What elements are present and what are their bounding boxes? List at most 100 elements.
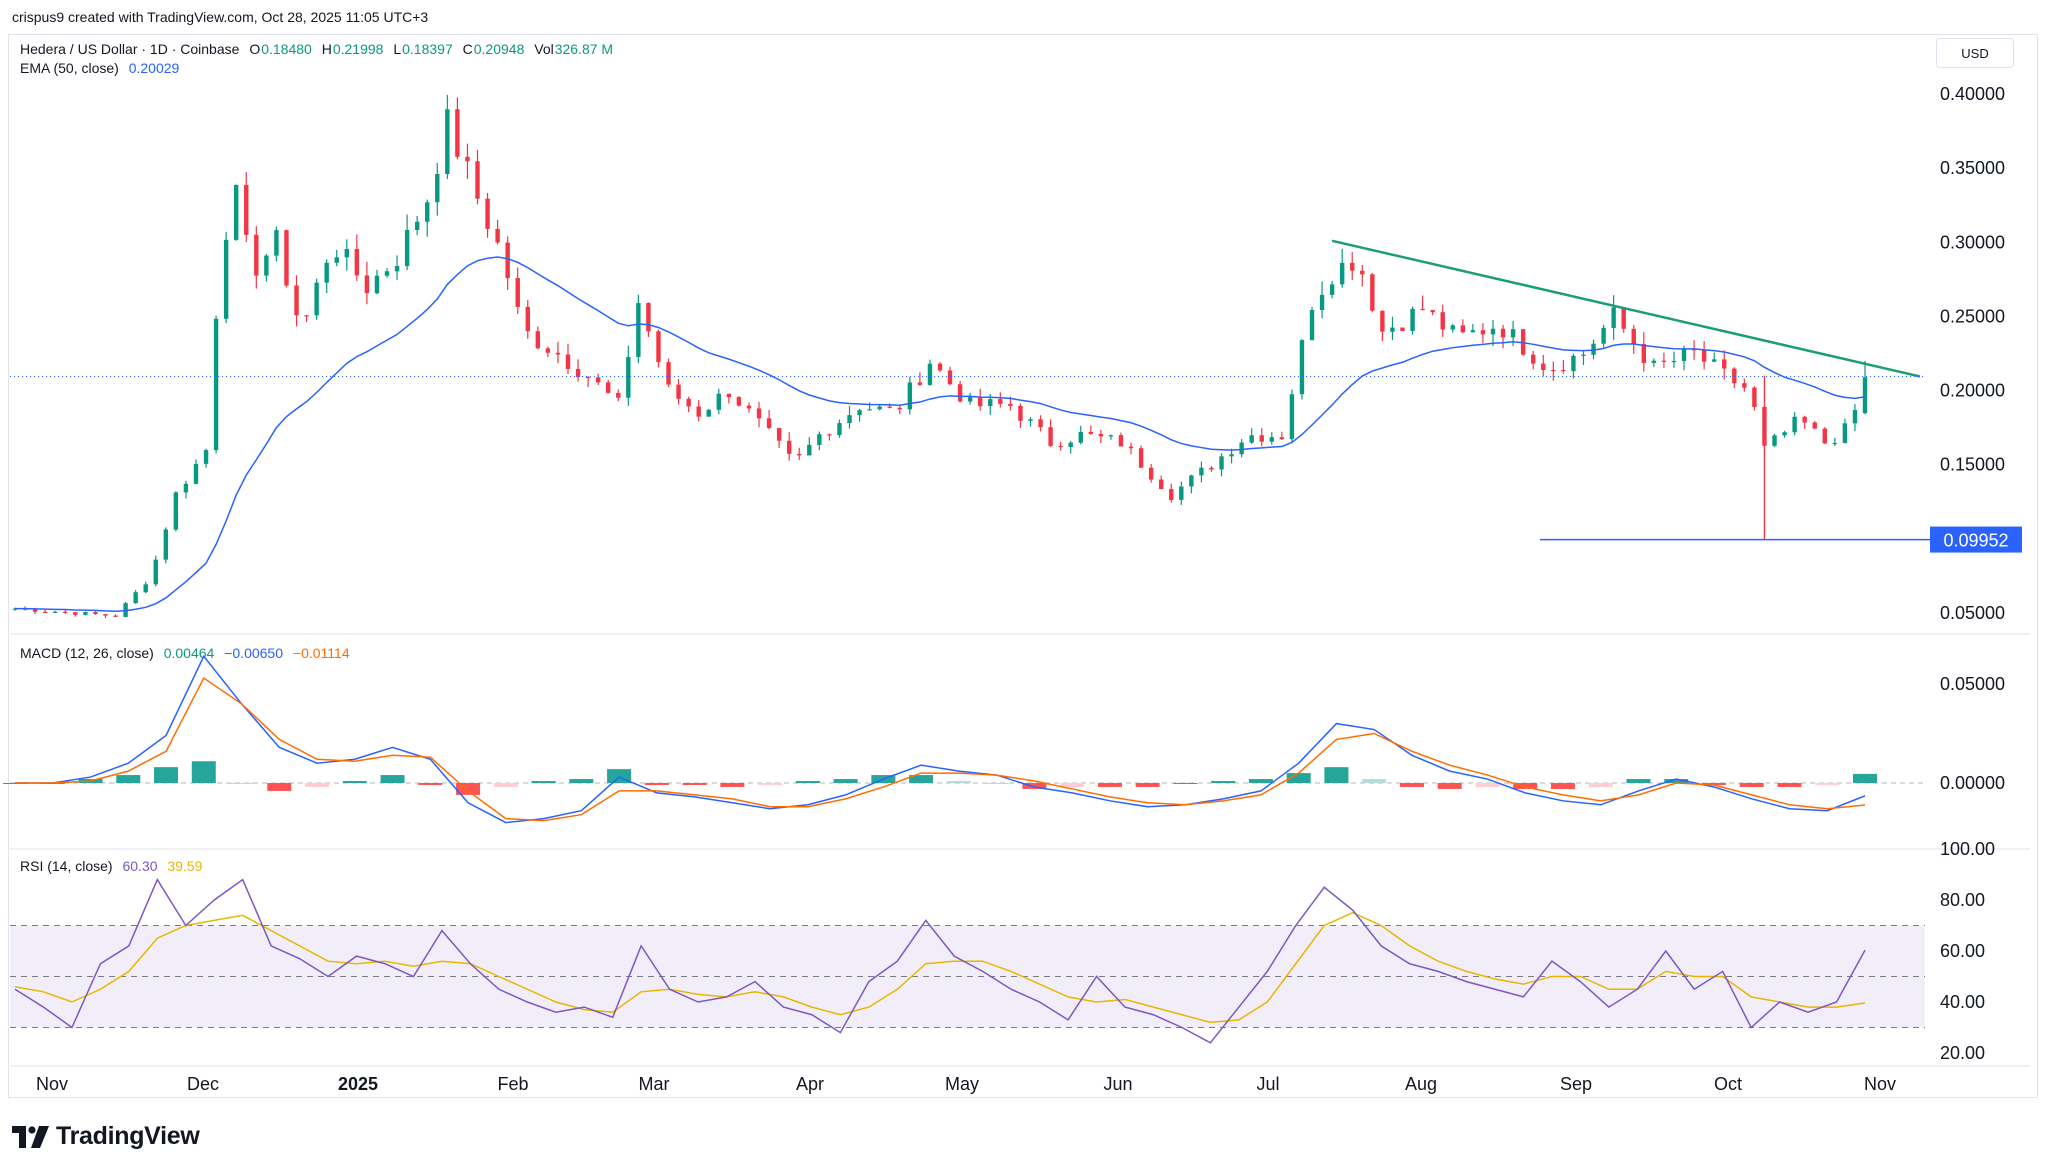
rsi-tick-label: 60.00: [1940, 941, 1985, 961]
candle-body: [1189, 475, 1194, 487]
close-value: 0.20948: [473, 41, 525, 57]
macd-hist-bar: [1248, 779, 1273, 783]
candle-body: [1742, 383, 1747, 388]
macd-label: MACD (12, 26, close): [20, 645, 154, 661]
candle-body: [998, 399, 1003, 404]
macd-hist-bar: [644, 783, 669, 785]
macd-hist-bar: [946, 781, 971, 783]
candle-body: [1531, 354, 1536, 364]
ema-value: 0.20029: [128, 60, 180, 76]
candle-body: [857, 410, 862, 416]
candle-body: [1108, 435, 1114, 437]
open-label: O: [249, 41, 261, 57]
candle-body: [304, 315, 309, 317]
candle-body: [1299, 340, 1305, 395]
candle-body: [756, 408, 762, 419]
macd-legend[interactable]: MACD (12, 26, close) 0.00464 −0.00650 −0…: [20, 645, 356, 661]
candle-body: [314, 282, 319, 316]
candle-body: [616, 392, 621, 398]
macd-hist-bar: [1701, 783, 1726, 785]
candle-body: [354, 248, 360, 276]
price-tick-label: 0.40000: [1940, 84, 2005, 104]
macd-hist-bar: [795, 781, 820, 783]
candle-body: [1339, 262, 1345, 285]
macd-hist-bar: [342, 781, 367, 783]
time-axis-label: Sep: [1560, 1074, 1592, 1094]
candle-body: [1480, 330, 1486, 335]
candle-body: [1621, 307, 1626, 329]
candle-body: [1058, 445, 1063, 448]
candle-body: [606, 382, 611, 393]
candle-body: [1812, 422, 1817, 429]
candle-body: [1520, 329, 1526, 355]
candle-body: [1862, 377, 1868, 414]
candle-body: [1350, 262, 1355, 271]
macd-hist-bar: [833, 779, 858, 783]
candle-body: [827, 434, 832, 436]
candle-body: [636, 303, 641, 358]
candle-body: [83, 612, 88, 615]
candle-body: [1822, 428, 1827, 444]
candle-body: [797, 453, 802, 456]
low-value: 0.18397: [402, 41, 453, 57]
ema-legend[interactable]: EMA (50, close) 0.20029: [20, 60, 185, 76]
macd-hist-bar: [1626, 779, 1651, 783]
candle-body: [676, 384, 681, 399]
macd-hist-bar: [531, 781, 556, 783]
candle-body: [978, 397, 983, 407]
rsi-legend[interactable]: RSI (14, close) 60.30 39.59: [20, 858, 208, 874]
candle-body: [817, 434, 822, 445]
macd-hist-bar: [1022, 783, 1047, 789]
candle-body: [1852, 409, 1858, 424]
candle-body: [746, 405, 752, 409]
candle-body: [1571, 355, 1576, 372]
candle-body: [1088, 431, 1094, 434]
time-axis-label: Apr: [796, 1074, 824, 1094]
candle-body: [455, 109, 460, 157]
candle-body: [1249, 435, 1254, 443]
candle-body: [1138, 448, 1144, 468]
candle-body: [1169, 489, 1174, 500]
candle-body: [1410, 308, 1415, 331]
candle-body: [1259, 435, 1264, 442]
candle-body: [1671, 360, 1677, 363]
time-axis-label: Feb: [497, 1074, 528, 1094]
currency-button[interactable]: USD: [1936, 38, 2014, 68]
candle-body: [1219, 456, 1224, 470]
candle-body: [1701, 349, 1707, 362]
candle-body: [53, 611, 58, 613]
candle-body: [515, 278, 520, 307]
support-level-label: 0.09952: [1943, 531, 2008, 551]
candle-body: [1551, 369, 1556, 372]
candle-body: [1118, 435, 1124, 447]
candle-body: [706, 409, 711, 417]
candle-body: [1691, 349, 1697, 351]
macd-hist-bar: [1135, 783, 1160, 787]
candle-body: [1008, 403, 1013, 406]
macd-hist-bar: [191, 761, 216, 783]
high-value: 0.21998: [332, 41, 384, 57]
time-axis-label: Aug: [1405, 1074, 1437, 1094]
price-legend[interactable]: Hedera / US Dollar · 1D · Coinbase O0.18…: [20, 41, 619, 57]
candle-body: [1390, 327, 1395, 332]
candle-body: [957, 384, 963, 402]
candle-body: [445, 109, 450, 175]
time-axis-label: Nov: [1864, 1074, 1896, 1094]
candle-body: [1651, 360, 1657, 363]
macd-hist-bar: [1815, 783, 1840, 785]
rsi-value: 60.30: [122, 858, 158, 874]
candle-body: [133, 592, 138, 604]
candle-body: [1732, 368, 1737, 384]
candle-body: [495, 228, 500, 243]
candle-body: [907, 382, 913, 410]
macd-hist-bar: [1739, 783, 1764, 787]
candle-body: [1510, 329, 1516, 338]
candle-body: [736, 397, 742, 406]
tradingview-logo[interactable]: TradingView: [12, 1122, 200, 1151]
candle-body: [284, 230, 289, 286]
rsi-ma-value: 39.59: [167, 858, 203, 874]
candle-body: [525, 306, 530, 332]
candle-body: [1360, 270, 1365, 275]
candle-body: [1460, 325, 1466, 333]
